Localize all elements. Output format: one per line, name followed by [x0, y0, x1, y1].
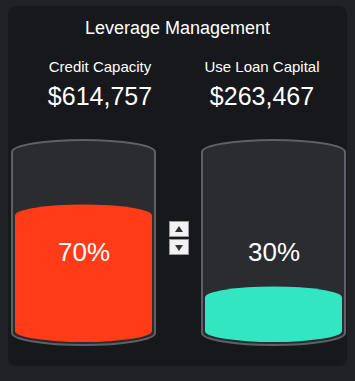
html-text:$263,467: $263,467 — [209, 82, 315, 110]
html-text:Credit Capacity: Credit Capacity — [48, 58, 152, 75]
svg-text:70%: 70% — [58, 237, 110, 267]
html-text:Leverage Management: Leverage Management — [84, 18, 271, 38]
svg-text:30%: 30% — [248, 237, 300, 267]
html-text:Use Loan Capital: Use Loan Capital — [204, 58, 320, 75]
html-text:$614,757: $614,757 — [47, 82, 153, 110]
